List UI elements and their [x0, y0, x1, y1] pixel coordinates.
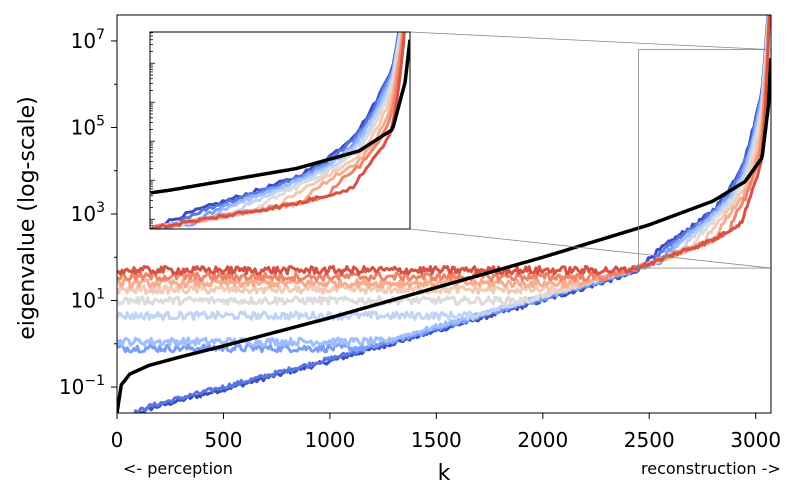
y-axis-title: eigenvalue (log-scale)	[15, 96, 40, 340]
y-axis-ticks: 10−1 101 103 105 107	[59, 27, 117, 399]
y-tick-label: 107	[71, 27, 105, 53]
x-tick-label: 2500	[624, 428, 675, 452]
connector-top	[409, 31, 772, 51]
series-line-blue-2	[133, 15, 770, 413]
inset-series-line-reference	[150, 39, 410, 195]
zoom-connector-lines	[409, 31, 772, 269]
series-line-red-1	[117, 15, 771, 276]
x-tick-label: 1500	[411, 428, 462, 452]
reconstruction-annotation: reconstruction ->	[641, 459, 781, 478]
inset-series-line-red-1	[151, 32, 406, 229]
x-axis-title: k	[438, 461, 451, 486]
main-plot-series	[117, 15, 771, 413]
x-tick-label: 2000	[517, 428, 568, 452]
inset-plot-series	[150, 32, 410, 229]
y-tick-label: 105	[71, 113, 105, 139]
x-tick-label: 3000	[730, 428, 781, 452]
x-tick-label: 500	[204, 428, 242, 452]
x-axis-ticks: 0 500 1000 1500 2000 2500 3000	[111, 413, 781, 452]
x-tick-label: 1000	[304, 428, 355, 452]
inset-series-line-blue-2	[152, 32, 401, 229]
inset-frame	[149, 31, 411, 230]
perception-annotation: <- perception	[123, 459, 233, 478]
y-tick-label: 103	[71, 200, 105, 226]
x-tick-label: 0	[111, 428, 124, 452]
y-tick-label: 101	[71, 287, 105, 313]
y-tick-label: 10−1	[59, 373, 105, 399]
connector-bottom	[409, 228, 772, 269]
series-line-reference	[117, 58, 771, 413]
